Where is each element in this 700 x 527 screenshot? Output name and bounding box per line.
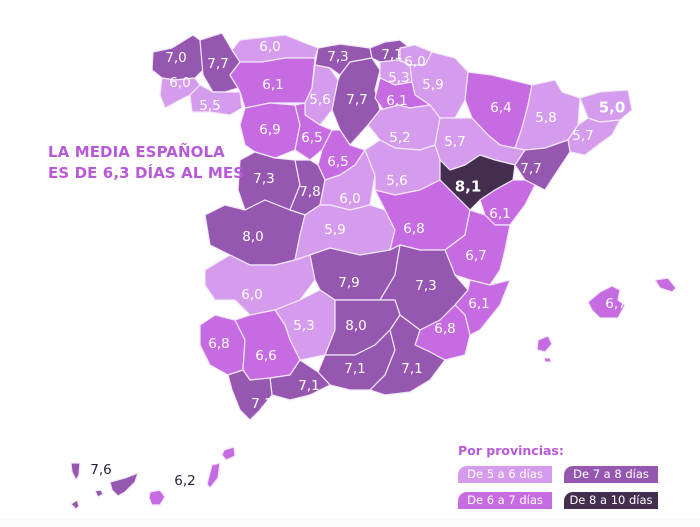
label-santa-cruz-tenerife: 7,6	[90, 462, 111, 478]
label-bizkaia: 7,1	[381, 47, 402, 63]
region-lanzarote[interactable]	[221, 446, 236, 461]
label-almeria: 7,1	[401, 361, 422, 377]
footer-band	[0, 518, 700, 527]
legend-item-6-7: De 6 a 7 días	[458, 492, 552, 509]
region-formentera[interactable]	[543, 357, 552, 363]
headline-line-1: LA MEDIA ESPAÑOLA	[48, 143, 225, 161]
legend-item-8-10: De 8 a 10 días	[564, 492, 658, 509]
label-lugo: 7,7	[207, 56, 228, 72]
label-guadalajara: 5,6	[386, 173, 407, 189]
headline: LA MEDIA ESPAÑOLA ES DE 6,3 DÍAS AL MES	[48, 142, 244, 184]
label-navarra: 5,9	[422, 77, 443, 93]
label-albacete: 7,3	[415, 278, 436, 294]
label-zamora: 6,9	[259, 122, 280, 138]
label-zaragoza: 5,7	[444, 134, 465, 150]
region-cadiz[interactable]	[227, 369, 273, 421]
region-a-coruna[interactable]	[151, 34, 204, 81]
region-ourense[interactable]	[189, 84, 243, 116]
region-gran-canaria[interactable]	[148, 489, 166, 506]
region-alicante[interactable]	[454, 279, 511, 336]
label-badajoz: 6,0	[241, 287, 262, 303]
region-almeria[interactable]	[369, 314, 446, 396]
label-pontevedra: 6,0	[169, 75, 190, 91]
region-tarragona[interactable]	[514, 139, 571, 191]
region-menorca[interactable]	[654, 277, 677, 293]
label-lleida: 5,8	[535, 110, 556, 126]
label-asturias: 6,0	[259, 39, 280, 55]
label-baleares: 6,7	[605, 296, 626, 312]
region-fuerteventura[interactable]	[206, 462, 221, 489]
label-palencia: 5,6	[309, 92, 330, 108]
label-soria: 5,2	[389, 130, 410, 146]
label-tarragona: 7,7	[520, 161, 541, 177]
region-ibiza[interactable]	[536, 335, 553, 353]
label-castellon: 6,1	[489, 206, 510, 222]
label-girona: 5,0	[599, 99, 626, 117]
label-sevilla: 6,6	[255, 348, 276, 364]
region-leon[interactable]	[229, 57, 316, 109]
label-leon: 6,1	[262, 77, 283, 93]
legend-item-5-6: De 5 a 6 días	[458, 466, 552, 483]
region-tenerife[interactable]	[109, 472, 139, 497]
legend-item-7-8: De 7 a 8 días	[564, 466, 658, 483]
region-la-palma[interactable]	[70, 462, 81, 481]
label-ciudad-real: 7,9	[338, 275, 359, 291]
region-malaga[interactable]	[269, 359, 331, 401]
label-malaga: 7,1	[298, 378, 319, 394]
legend: Por provincias: De 5 a 6 días De 7 a 8 d…	[458, 443, 688, 509]
label-barcelona: 5,7	[572, 128, 593, 144]
label-huesca: 6,4	[490, 100, 511, 116]
label-cantabria: 7,3	[327, 49, 348, 65]
label-segovia: 6,5	[327, 154, 348, 170]
label-la-rioja: 6,1	[386, 93, 407, 109]
headline-line-2: ES DE 6,3 DÍAS AL MES	[48, 164, 245, 182]
label-cuenca: 6,8	[403, 221, 424, 237]
label-caceres: 8,0	[242, 229, 263, 245]
label-alava: 5,3	[388, 70, 409, 86]
label-salamanca: 7,3	[253, 171, 274, 187]
label-toledo: 5,9	[324, 222, 345, 238]
label-ourense: 5,5	[199, 98, 220, 114]
label-burgos: 7,7	[346, 92, 367, 108]
label-valladolid: 6,5	[301, 130, 322, 146]
label-cadiz: 7,1	[251, 396, 272, 412]
region-mallorca[interactable]	[587, 285, 626, 319]
label-granada: 7,1	[344, 361, 365, 377]
label-huelva: 6,8	[208, 336, 229, 352]
label-las-palmas: 6,2	[174, 473, 195, 489]
label-a-coruna: 7,0	[165, 50, 186, 66]
label-valencia: 6,7	[465, 248, 486, 264]
label-teruel: 8,1	[455, 178, 482, 196]
label-alicante: 6,1	[468, 296, 489, 312]
label-madrid: 6,0	[339, 191, 360, 207]
region-el-hierro[interactable]	[70, 499, 80, 510]
region-zamora[interactable]	[239, 102, 301, 159]
label-jaen: 8,0	[345, 318, 366, 334]
label-murcia: 6,8	[434, 321, 455, 337]
region-badajoz[interactable]	[204, 254, 316, 316]
legend-title: Por provincias:	[458, 443, 564, 458]
label-cordoba: 5,3	[293, 318, 314, 334]
region-la-gomera[interactable]	[94, 489, 104, 498]
label-gipuzkoa: 6,0	[404, 54, 425, 70]
label-avila: 7,8	[299, 184, 320, 200]
